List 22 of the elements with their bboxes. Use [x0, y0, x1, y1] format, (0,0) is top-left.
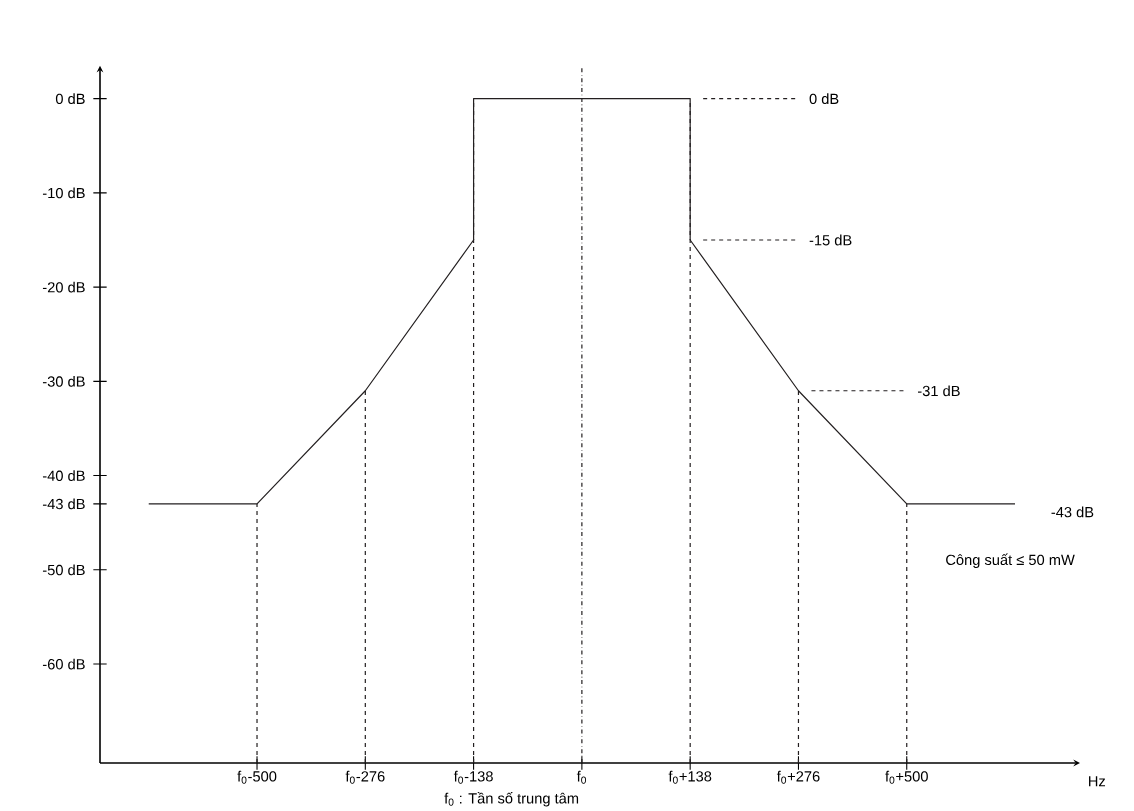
y-tick-label: -30 dB [42, 375, 85, 387]
ref-line-label: -31 dB [917, 385, 960, 397]
y-tick-label: -40 dB [42, 470, 85, 481]
annotation: Công suất ≤ 50 mW [946, 553, 1075, 568]
y-tick-label: -43 dB [42, 498, 85, 510]
x-tick-label: f$_{0}$ [576, 770, 587, 784]
annotation: -43 dB [1051, 506, 1094, 518]
text: f$_{0}$ : Tần số trung tâm [444, 792, 579, 807]
y-tick-label: -60 dB [42, 658, 85, 670]
x-tick-label: f$_{0}$+138 [668, 770, 712, 784]
y-tick-label: -50 dB [42, 564, 85, 576]
y-tick-label: -20 dB [42, 281, 85, 293]
ref-line-label: 0 dB [809, 93, 839, 105]
y-tick-label: -10 dB [42, 187, 85, 199]
x-tick-label: f$_{0}$+276 [776, 770, 820, 784]
x-axis-title: Hz [1089, 776, 1106, 787]
x-tick-label: f$_{0}$-276 [345, 770, 385, 784]
x-tick-label: f$_{0}$-138 [453, 770, 493, 784]
x-tick-label: f$_{0}$+500 [885, 770, 928, 784]
x-tick-label: f$_{0}$-500 [237, 770, 277, 784]
ref-line-label: -15 dB [809, 234, 852, 246]
y-tick-label: 0 dB [55, 93, 85, 105]
